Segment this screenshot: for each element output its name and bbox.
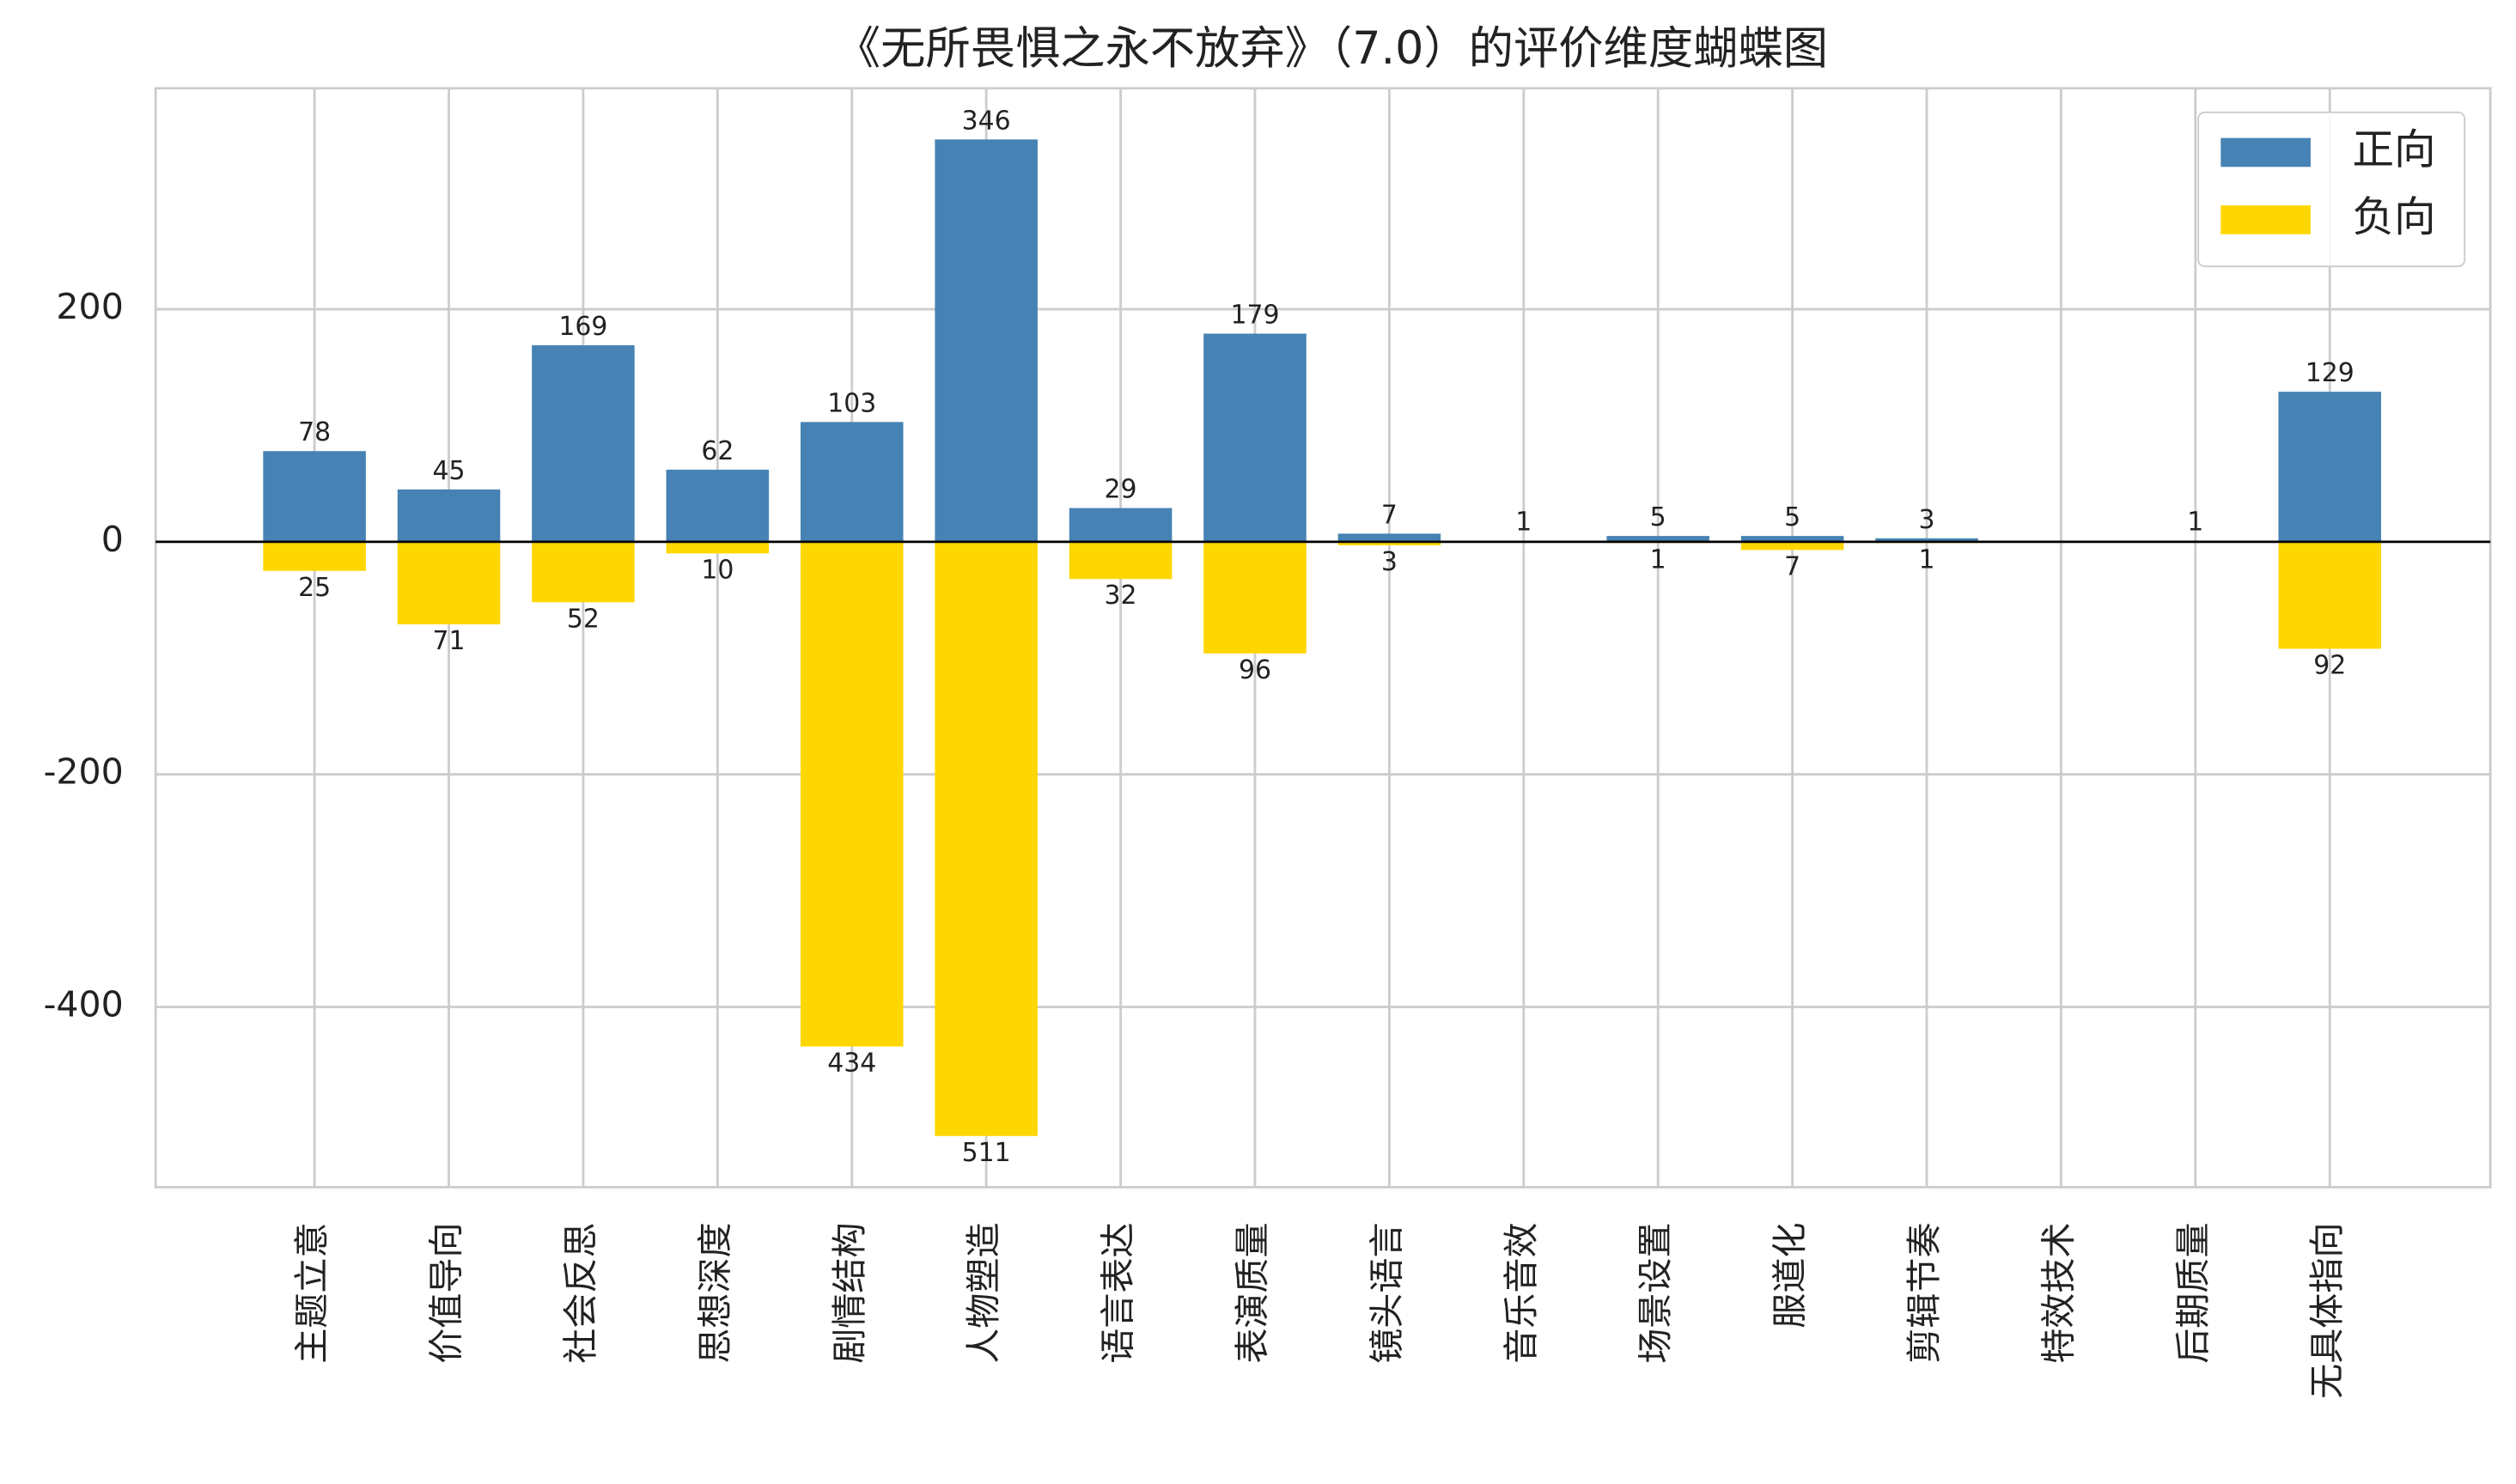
bar [263,451,366,542]
bar [1740,541,1844,550]
bar [666,469,770,542]
bar [397,541,501,625]
data-label: 25 [298,573,331,603]
x-tick-label: 场景设置 [1635,1222,1676,1363]
y-tick-label: -400 [44,983,124,1025]
legend-swatch [2221,205,2311,234]
bar [1740,536,1844,542]
x-tick-label: 后期质量 [2172,1222,2214,1363]
x-tick-label: 价值导向 [426,1222,467,1363]
data-label: 7 [1381,500,1398,530]
legend-swatch [2221,137,2311,167]
data-label: 434 [827,1049,876,1079]
bar [935,139,1038,542]
data-label: 1 [1918,544,1934,575]
x-tick-label: 主题立意 [291,1222,332,1363]
bar [666,541,770,554]
bar [1069,508,1173,542]
bar [1069,541,1173,580]
legend-label: 负向 [2352,193,2435,241]
x-tick-label: 社会反思 [560,1222,601,1363]
data-label: 92 [2313,650,2346,680]
bar [1337,541,1441,545]
data-label: 32 [1105,581,1137,611]
data-label: 71 [433,626,466,656]
bar [263,541,366,571]
bar [397,489,501,542]
data-label: 1 [1650,544,1666,575]
data-label: 96 [1239,655,1271,685]
x-tick-label: 语言表达 [1098,1222,1139,1363]
data-label: 1 [2187,507,2203,537]
bar [2278,392,2381,542]
x-tick-label: 镜头语言 [1366,1222,1407,1363]
data-label: 129 [2306,358,2355,388]
data-label: 5 [1650,502,1666,532]
bar [532,345,635,542]
bar [800,422,904,542]
x-tick-label: 人物塑造 [963,1222,1004,1363]
bars [263,139,2381,1136]
data-label: 10 [701,555,734,585]
x-tick-label: 无具体指向 [2306,1222,2348,1398]
data-label: 511 [962,1138,1011,1168]
bar [1606,536,1709,542]
data-label: 62 [701,436,734,466]
data-label: 7 [1784,551,1800,581]
y-tick-label: 0 [101,519,124,560]
data-label: 3 [1381,547,1398,577]
bar [1203,541,1307,654]
x-tick-label: 剪辑节奏 [1904,1222,1945,1363]
data-label: 1 [1515,507,1532,537]
chart-title: 《无所畏惧之永不放弃》（7.0）的评价维度蝴蝶图 [836,22,1828,75]
x-tick-label: 表演质量 [1232,1222,1273,1363]
data-label: 78 [298,417,331,447]
bar [2278,541,2381,649]
x-tick-label: 服道化 [1770,1222,1811,1328]
y-tick-label: 200 [56,286,123,327]
bar [800,541,904,1047]
bar [532,541,635,603]
bar [1337,533,1441,542]
data-label: 52 [567,604,600,634]
data-label: 346 [962,106,1011,136]
data-label: 5 [1784,502,1800,532]
plot-frame [154,87,2492,1189]
bar [1203,333,1307,542]
x-tick-label: 音乐音效 [1501,1222,1542,1363]
x-tick-label: 特效技术 [2038,1222,2079,1363]
x-tick-label: 思想深度 [694,1222,735,1363]
data-label: 45 [433,456,466,486]
data-label: 29 [1105,475,1137,505]
data-label: 3 [1918,505,1934,535]
y-tick-label: -200 [44,751,124,793]
data-label: 179 [1230,300,1279,330]
bar [935,541,1038,1136]
data-label: 169 [558,312,607,342]
legend-label: 正向 [2352,126,2435,174]
x-tick-label: 剧情结构 [829,1222,870,1363]
data-label: 103 [827,388,876,418]
bar [1875,538,1978,542]
